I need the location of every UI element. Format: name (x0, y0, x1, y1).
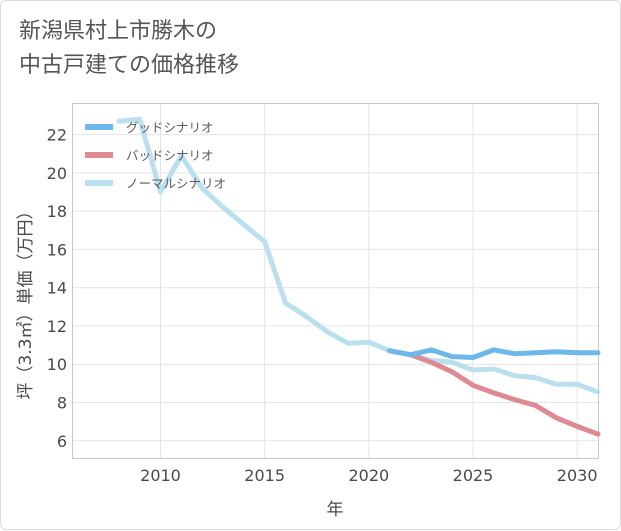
y-axis-ticks: 6 8 10 12 14 16 18 20 22 (47, 126, 67, 451)
y-tick-label: 18 (47, 202, 67, 221)
x-axis-ticks: 2010 2015 2020 2025 2030 (140, 466, 597, 485)
y-tick-label: 10 (47, 355, 67, 374)
y-tick-label: 14 (47, 279, 67, 298)
chart-title: 新潟県村上市勝木の 中古戸建ての価格推移 (19, 15, 239, 83)
x-tick-label: 2015 (244, 466, 285, 485)
grid-lines (73, 104, 598, 458)
x-tick-label: 2020 (348, 466, 389, 485)
legend-label-good: グッドシナリオ (126, 120, 214, 135)
y-tick-label: 20 (47, 164, 67, 183)
y-tick-label: 8 (57, 394, 67, 413)
x-tick-label: 2010 (140, 466, 181, 485)
series-line-good (387, 347, 601, 360)
series-lines (116, 116, 601, 437)
y-axis-title: 坪（3.3㎡）単価（万円） (16, 202, 36, 399)
series-line-normal (116, 116, 601, 395)
x-tick-label: 2025 (453, 466, 494, 485)
legend-label-bad: バッドシナリオ (126, 148, 214, 163)
x-tick-label: 2030 (557, 466, 598, 485)
y-tick-label: 12 (47, 317, 67, 336)
chart-title-line-2: 中古戸建ての価格推移 (19, 53, 240, 78)
series-line-bad (387, 348, 601, 437)
y-tick-label: 22 (47, 126, 67, 145)
x-axis-title: 年 (327, 500, 344, 520)
y-tick-label: 6 (57, 432, 67, 451)
legend-label-normal: ノーマルシナリオ (126, 176, 226, 191)
y-tick-label: 16 (47, 240, 67, 259)
chart-title-line-1: 新潟県村上市勝木の (19, 19, 218, 44)
